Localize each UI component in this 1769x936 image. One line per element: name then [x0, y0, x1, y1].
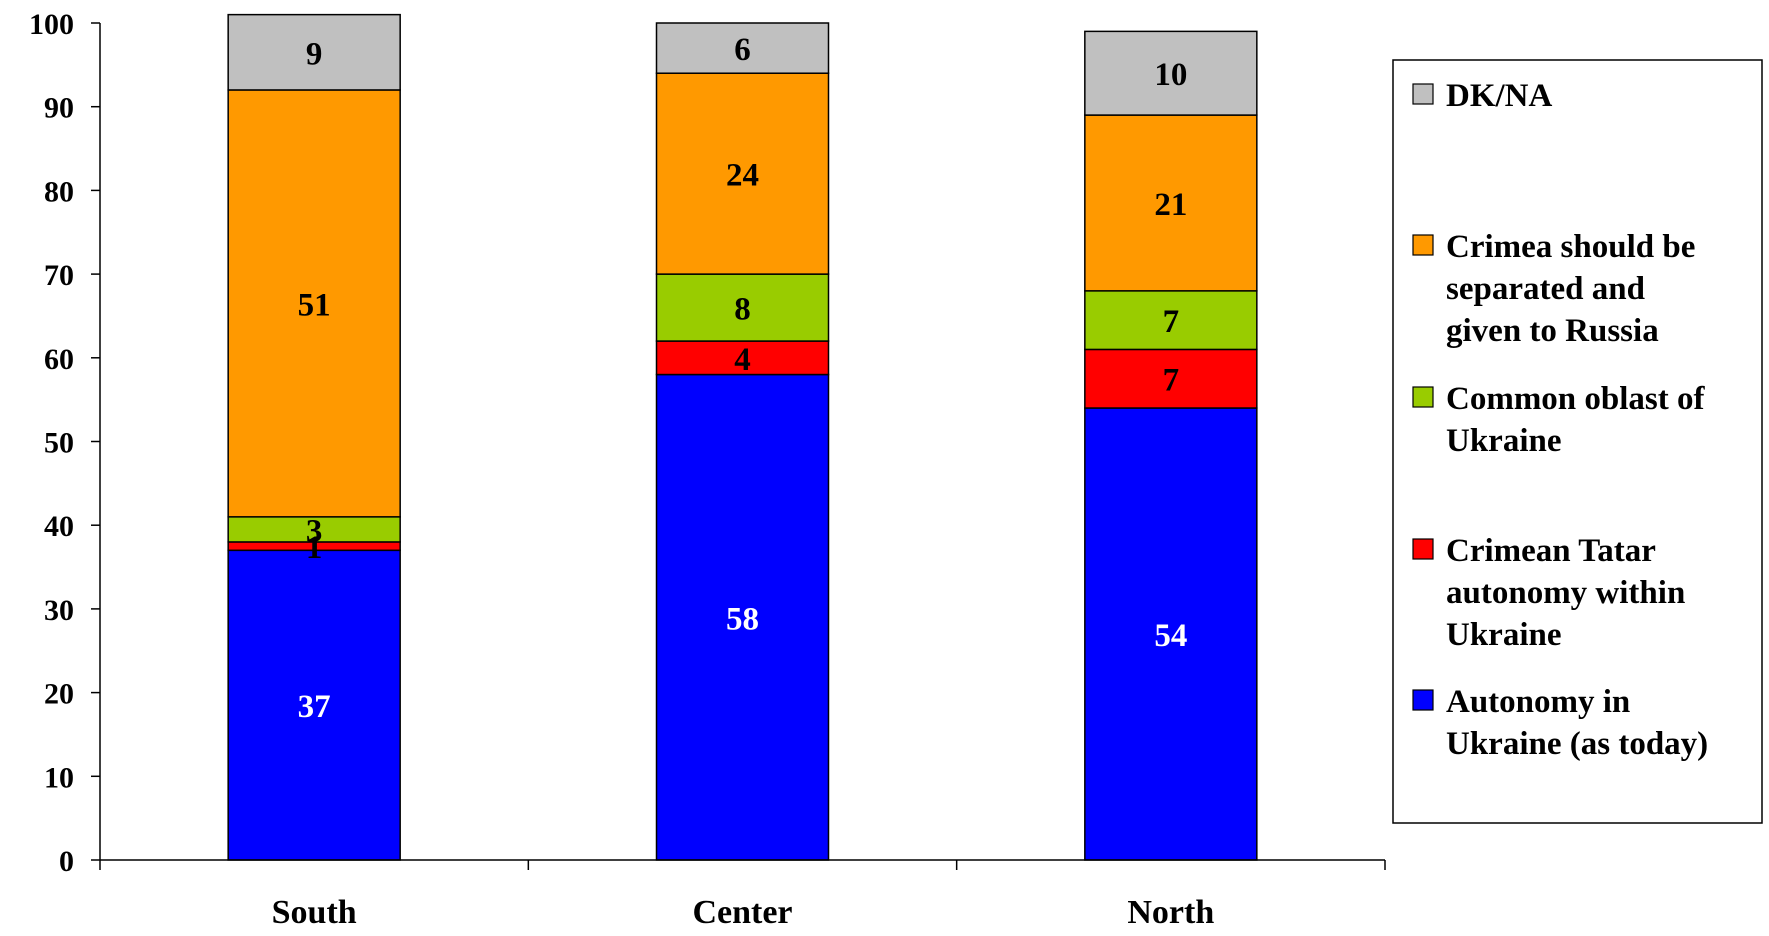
- data-label: 21: [1154, 187, 1187, 223]
- data-label: 54: [1154, 618, 1187, 654]
- bar-segment: [655, 72, 830, 275]
- bars: 37 13 51 9 58 4 8 24 6 54 7 7 21 10: [227, 13, 1258, 861]
- bar-segment: [227, 13, 401, 91]
- y-tick-label: 100: [29, 8, 74, 41]
- legend-swatch: [1412, 689, 1434, 711]
- data-label: 10: [1154, 57, 1187, 93]
- legend-swatch: [1412, 234, 1434, 256]
- data-label: 4: [734, 342, 751, 378]
- legend-item: Common oblast of Ukraine: [1412, 381, 1706, 459]
- legend-swatch: [1412, 538, 1434, 560]
- data-label: 7: [1163, 363, 1180, 399]
- data-label: 3: [306, 513, 323, 549]
- bar-segment: [227, 549, 401, 861]
- bar-segment: [1084, 348, 1258, 409]
- legend-label: Common oblast of Ukraine: [1446, 381, 1706, 459]
- legend-item: Crimea should be separated and given to Ru…: [1412, 229, 1695, 349]
- legend-label: Crimean Tatar autonomy within Ukraine: [1446, 533, 1685, 653]
- bar-segment: [227, 89, 401, 518]
- bar-segment: [655, 373, 830, 861]
- x-category-label: Center: [692, 894, 792, 931]
- y-tick-label: 50: [44, 427, 74, 460]
- legend-item: Autonomy in Ukraine (as today): [1412, 684, 1708, 762]
- y-tick-label: 0: [59, 845, 74, 878]
- legend: DK/NA Crimea should be separated and given …: [1392, 59, 1763, 824]
- data-label: 58: [726, 601, 759, 637]
- bar-segment: [1084, 30, 1258, 116]
- bar-segment: [655, 22, 830, 74]
- y-tick-label: 70: [44, 259, 74, 292]
- y-axis-ticks: 0 10 20 30 40 50 60 70 80 90 100: [29, 8, 100, 878]
- legend-swatch: [1412, 386, 1434, 408]
- bar-segment: [1084, 407, 1258, 861]
- legend-label: Autonomy in Ukraine (as today): [1446, 684, 1708, 762]
- data-label: 8: [734, 292, 751, 328]
- legend-frame: [1392, 59, 1763, 824]
- y-tick-label: 60: [44, 343, 74, 376]
- bar-segment: [655, 273, 830, 342]
- data-label: 1: [306, 530, 323, 566]
- y-tick-label: 10: [44, 761, 74, 794]
- legend-item: Crimean Tatar autonomy within Ukraine: [1412, 533, 1685, 653]
- data-label: 24: [726, 158, 759, 194]
- data-label: 37: [298, 689, 331, 725]
- y-tick-label: 80: [44, 175, 74, 208]
- y-tick-label: 40: [44, 510, 74, 543]
- x-category-label: South: [272, 894, 357, 931]
- y-tick-label: 90: [44, 92, 74, 125]
- legend-item: DK/NA: [1412, 78, 1553, 114]
- y-tick-label: 20: [44, 678, 74, 711]
- data-label: 9: [306, 36, 323, 72]
- data-label: 6: [734, 32, 751, 68]
- bar-segment: [227, 516, 401, 543]
- bar-segment: [655, 340, 830, 376]
- legend-label: Crimea should be separated and given to Ru…: [1446, 229, 1695, 349]
- legend-swatch: [1412, 83, 1434, 105]
- bar-segment: [1084, 290, 1258, 351]
- y-tick-label: 30: [44, 594, 74, 627]
- legend-label: DK/NA: [1446, 78, 1553, 114]
- axes: South Center North: [99, 23, 1386, 931]
- x-category-label: North: [1127, 894, 1214, 931]
- data-label: 51: [298, 287, 331, 323]
- data-label: 7: [1163, 304, 1180, 340]
